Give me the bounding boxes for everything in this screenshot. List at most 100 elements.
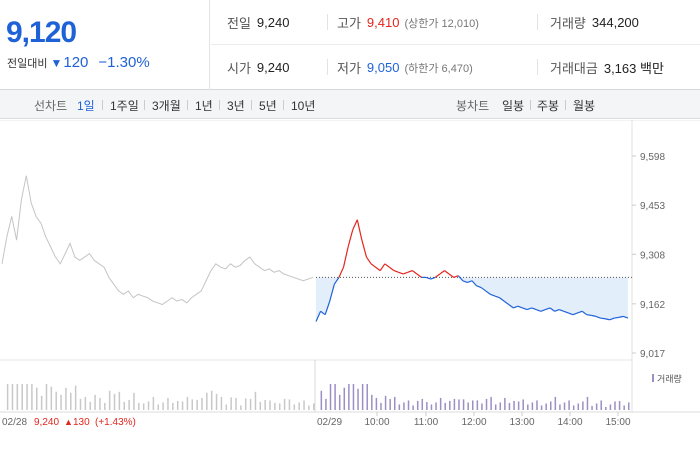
down-arrow-icon: ▼ [50, 55, 63, 70]
period-1y[interactable]: 1년 [195, 99, 213, 113]
volume-bar [352, 384, 355, 410]
volume-bar [104, 402, 106, 410]
volume-bar [196, 399, 198, 410]
today-line-segment [315, 311, 322, 322]
period-10y[interactable]: 10년 [291, 99, 316, 113]
volume-bar [162, 402, 164, 410]
today-line-segment [384, 263, 390, 268]
volume-bar [449, 400, 451, 410]
today-line-segment [526, 307, 532, 311]
today-line-segment [393, 270, 399, 273]
volume-bar [142, 403, 145, 410]
volume-bar [152, 396, 155, 410]
volume-bar [577, 403, 580, 410]
stat-amount: 거래대금 3,163 백만 [550, 61, 664, 76]
y-tick-label: 9,017 [640, 349, 665, 360]
prev-day-date: 02/28 [2, 417, 27, 428]
volume-bar [609, 404, 612, 410]
candle-monthly[interactable]: 월봉 [573, 99, 596, 113]
today-line-segment [333, 277, 340, 285]
volume-bar [371, 394, 373, 410]
candle-weekly[interactable]: 주봉 [537, 99, 560, 113]
volume-bar [334, 384, 336, 410]
today-line-segment [352, 219, 358, 231]
today-line-segment [595, 315, 601, 319]
volume-bar [288, 399, 291, 410]
volume-bar [605, 406, 607, 410]
volume-bar [472, 400, 474, 410]
volume-bar [375, 397, 378, 410]
volume-bar [264, 399, 266, 410]
volume-bar [84, 396, 87, 410]
volume-bar [513, 400, 515, 410]
period-1w[interactable]: 1주일 [110, 99, 139, 113]
today-line-segment [545, 307, 551, 311]
y-tick-label: 9,598 [640, 152, 665, 163]
period-1d[interactable]: 1일 [77, 99, 95, 113]
today-line-segment [375, 266, 381, 272]
volume-bar [230, 397, 232, 410]
x-tick-label: 10:00 [364, 417, 389, 428]
volume-bar [133, 392, 135, 410]
volume-bar [467, 402, 469, 410]
volume-bar [298, 402, 300, 410]
today-line-segment [485, 290, 491, 295]
stat-open: 시가 9,240 [227, 60, 290, 76]
volume-bar [31, 384, 33, 410]
today-line-segment [609, 317, 615, 321]
x-tick-label: 12:00 [461, 417, 486, 428]
today-line-segment [540, 309, 546, 312]
volume-bar [412, 405, 414, 410]
volume-bar [490, 396, 492, 410]
today-line-segment [591, 314, 597, 317]
volume-bar [348, 384, 350, 410]
today-line-segment [558, 309, 564, 312]
volume-bar [494, 404, 497, 410]
line-chart-label: 선차트 [34, 99, 68, 113]
today-line-segment [379, 263, 386, 271]
candle-daily[interactable]: 일봉 [502, 99, 525, 113]
y-tick-label: 9,453 [640, 201, 665, 212]
volume-bar [595, 403, 598, 410]
volume-bar [108, 390, 111, 410]
volume-bar [614, 401, 616, 410]
volume-bar [582, 401, 584, 410]
volume-bar [458, 399, 460, 410]
volume-bar [389, 398, 391, 410]
volume-bar [308, 405, 310, 410]
period-3m[interactable]: 3개월 [152, 99, 181, 113]
volume-bar [426, 402, 428, 410]
volume-bar [540, 405, 543, 410]
change-percent: −1.30% [98, 54, 150, 71]
change-value: 120 [63, 54, 89, 71]
volume-bar [568, 400, 570, 410]
volume-bar [172, 402, 174, 410]
volume-bar [476, 400, 479, 410]
change-line: 전일대비 ▼ 120 −1.30% [7, 54, 150, 71]
today-line-segment [329, 284, 335, 302]
volume-bar [545, 403, 547, 410]
today-line-segment [448, 273, 455, 278]
volume-bar [6, 384, 9, 410]
today-line-segment [467, 280, 473, 284]
volume-bar [444, 402, 446, 410]
period-3y[interactable]: 3년 [227, 99, 245, 113]
volume-bar [623, 405, 625, 410]
today-line-segment [324, 300, 331, 315]
today-line-segment [365, 256, 372, 265]
volume-bar [303, 400, 305, 410]
volume-bar [517, 401, 520, 410]
today-line-segment [389, 266, 395, 272]
volume-bar [147, 401, 150, 410]
period-5y[interactable]: 5년 [259, 99, 277, 113]
price-chart[interactable]: 9,598 9,453 9,308 9,162 9,017 거래량 10:00 11:00… [0, 120, 700, 450]
volume-bar [357, 388, 359, 410]
stat-high: 고가 9,410 (상한가 12,010) [337, 15, 479, 31]
today-line-segment [338, 266, 345, 278]
volume-bar [235, 397, 237, 410]
volume-bar [499, 402, 502, 410]
volume-bar [384, 395, 387, 410]
today-line-segment [623, 315, 629, 319]
today-line-segment [439, 270, 445, 275]
volume-bar [113, 393, 116, 410]
